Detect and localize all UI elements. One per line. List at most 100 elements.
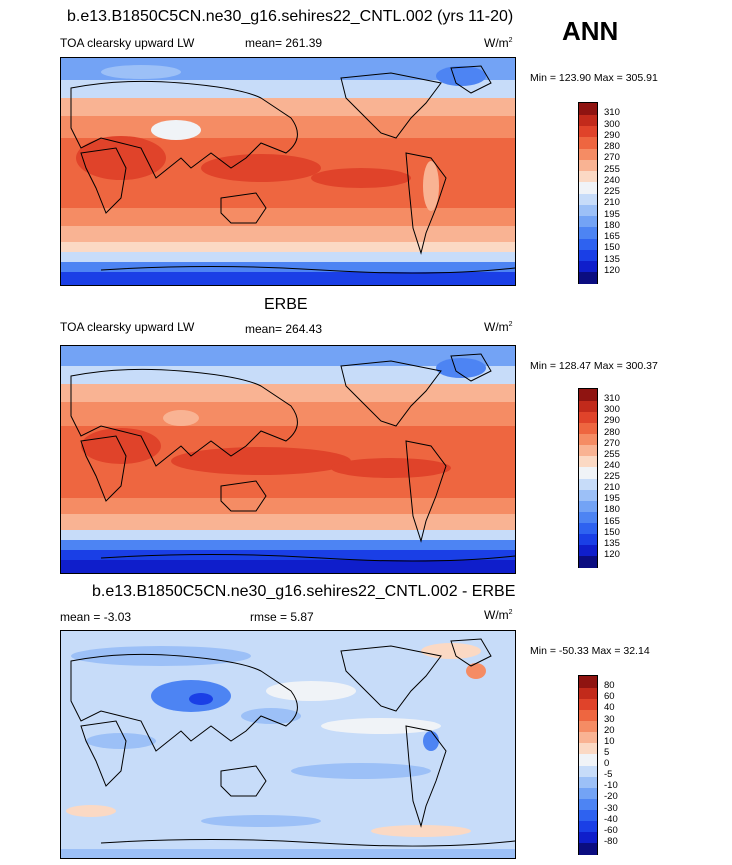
panel2-minmax: Min = 128.47 Max = 300.37 [530,360,658,372]
colorbar-segment [579,159,597,171]
panel3-title: b.e13.B1850C5CN.ne30_g16.sehires22_CNTL.… [92,583,516,600]
colorbar-segment [579,204,597,216]
panel1-colorbar: 120 135 150 165 180 195 210 225 240 255 270 280 290 3… [578,102,638,284]
colorbar-tick-label: 310 [604,107,620,119]
colorbar-tick-label: 240 [604,459,620,471]
colorbar-tick-label: -80 [604,835,618,847]
colorbar-tick-label: 225 [604,186,620,197]
colorbar-tick-label: 270 [604,152,620,164]
colorbar-tick-label: 270 [604,437,620,449]
colorbar-tick-label: 240 [604,174,620,186]
colorbar-tick-label: 150 [604,526,620,538]
colorbar-tick-label: 20 [604,724,615,736]
colorbar-tick-label: 255 [604,163,620,175]
colorbar-tick-label: 300 [604,118,620,130]
colorbar-tick-label: 210 [604,482,620,494]
colorbar-segment [579,511,597,523]
panel1-title: b.e13.B1850C5CN.ne30_g16.sehires22_CNTL.… [67,8,514,25]
panel1-mean-label: mean= 261.39 [245,36,323,50]
colorbar-segment [579,820,597,833]
colorbar-segment [579,136,597,149]
colorbar-tick-label: 165 [604,231,620,242]
colorbar-tick-label: 310 [604,393,620,405]
colorbar-segment [579,698,597,710]
colorbar-segment [579,411,597,423]
panel3-colorbar: -80 -60 -40 -30 -20 -10 -5 0 5 10 20 30 40 60 80 [578,675,638,855]
panel1-variable-label: TOA clearsky upward LW [60,36,195,50]
colorbar-segment [579,249,597,261]
panel3-mean-label: mean = -3.03 [60,610,132,624]
colorbar-tick-label: 280 [604,426,620,438]
colorbar-tick-label: 135 [604,537,620,549]
panel2-units-label: W/m2 [484,320,513,334]
colorbar-segment [579,753,597,766]
colorbar-segment [579,544,597,557]
colorbar-tick-label: 0 [604,758,610,769]
panel1-minmax: Min = 123.90 Max = 305.91 [530,72,658,84]
colorbar-segment [579,533,597,546]
colorbar-segment [579,555,597,568]
colorbar-segment [579,389,597,401]
colorbar-tick-label: 10 [604,735,615,747]
annual-label: ANN [562,16,619,46]
colorbar-segment [579,170,597,183]
panel2-title: ERBE [264,296,308,313]
colorbar-tick-label: 255 [604,448,620,460]
colorbar-tick-label: -40 [604,813,618,825]
colorbar-tick-label: 290 [604,129,620,141]
colorbar-segment [579,478,597,490]
colorbar-tick-label: 5 [604,746,610,758]
colorbar-segment [579,455,597,468]
colorbar-segment [579,676,597,688]
colorbar-segment [579,433,597,446]
colorbar-segment [579,489,597,501]
panel2-map-field [61,346,515,573]
colorbar-segment [579,809,597,822]
colorbar-segment [579,226,597,239]
colorbar-tick-label: 135 [604,253,620,265]
colorbar-segment [579,271,597,284]
colorbar-tick-label: -20 [604,791,618,803]
colorbar-tick-label: 210 [604,197,620,209]
colorbar-segment [579,238,597,250]
colorbar-tick-label: -60 [604,824,618,836]
colorbar-segment [579,103,597,115]
colorbar-segment [579,742,597,755]
colorbar-tick-label: 195 [604,493,620,505]
colorbar-tick-label: -30 [604,802,618,814]
colorbar-tick-label: 180 [604,504,620,516]
colorbar-tick-label: 290 [604,415,620,427]
panel1-map [60,57,516,286]
colorbar-segment [579,444,597,457]
panel3-map [60,630,516,859]
colorbar-tick-label: 80 [604,680,615,692]
colorbar-tick-label: 30 [604,713,615,725]
colorbar-tick-label: 180 [604,219,620,231]
colorbar-segment [579,148,597,160]
colorbar-segment [579,687,597,699]
panel1-map-field [61,58,515,285]
colorbar-tick-label: -5 [604,769,613,781]
colorbar-segment [579,193,597,205]
colorbar-segment [579,842,597,855]
colorbar-tick-label: 195 [604,208,620,220]
colorbar-segment [579,400,597,412]
colorbar-segment [579,776,597,788]
panel2-map [60,345,516,574]
panel2-variable-label: TOA clearsky upward LW [60,320,195,334]
colorbar-segment [579,798,597,810]
colorbar-tick-label: 150 [604,242,620,254]
colorbar-tick-label: 280 [604,141,620,152]
colorbar-tick-label: 225 [604,471,620,482]
colorbar-segment [579,181,597,194]
colorbar-tick-label: 300 [604,404,620,416]
colorbar-tick-label: 120 [604,264,620,276]
panel3-minmax: Min = -50.33 Max = 32.14 [530,645,650,657]
colorbar-segment [579,731,597,744]
panel2-mean-label: mean= 264.43 [245,322,323,336]
colorbar-segment [579,422,597,434]
panel3-rmse-label: rmse = 5.87 [250,610,314,624]
panel3-units-label: W/m2 [484,608,513,622]
colorbar-tick-label: 40 [604,702,615,714]
colorbar-segment [579,720,597,733]
